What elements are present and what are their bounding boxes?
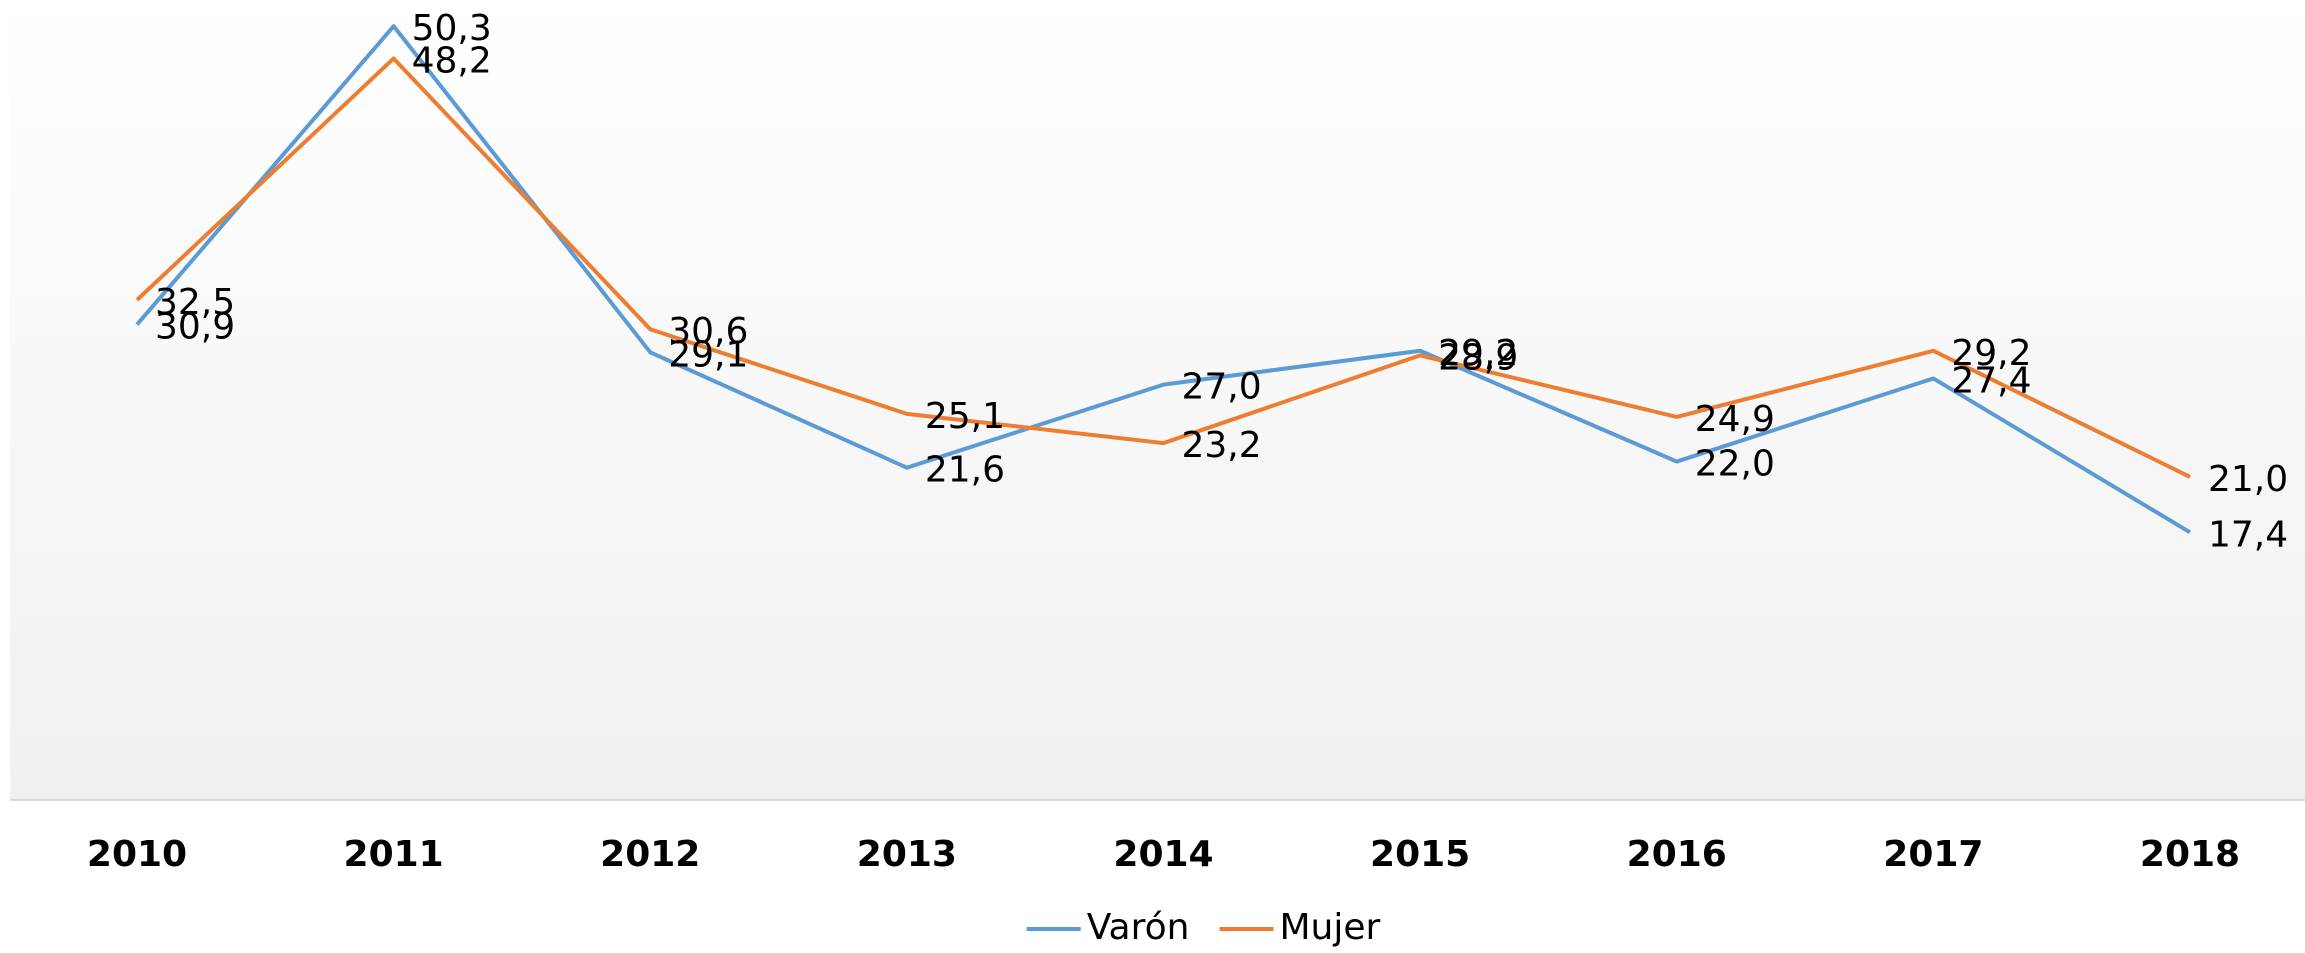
data-label: 27,4	[1951, 360, 2031, 401]
x-tick-label: 2018	[2140, 834, 2240, 875]
data-label: 21,6	[925, 450, 1005, 491]
x-tick-label: 2015	[1370, 834, 1470, 875]
data-label: 27,0	[1182, 367, 1262, 408]
data-label: 21,0	[2208, 459, 2288, 500]
data-label: 22,0	[1695, 444, 1775, 485]
data-label: 29,1	[668, 334, 748, 375]
legend-label: Varón	[1087, 907, 1190, 948]
data-label: 17,4	[2208, 514, 2288, 555]
x-tick-label: 2013	[857, 834, 957, 875]
data-label: 29,2	[1438, 333, 1518, 374]
x-tick-label: 2010	[87, 834, 187, 875]
x-tick-label: 2016	[1627, 834, 1727, 875]
series-line	[135, 24, 2192, 535]
series-line	[135, 56, 2191, 479]
data-label: 24,9	[1695, 399, 1775, 440]
plot-area	[10, 0, 2305, 800]
data-label: 30,9	[155, 307, 235, 348]
data-label: 30,6	[668, 311, 748, 352]
data-label: 48,2	[412, 40, 492, 81]
legend-label: Mujer	[1279, 907, 1380, 948]
data-label: 23,2	[1182, 425, 1262, 466]
data-label: 25,1	[925, 396, 1005, 437]
data-label: 28,9	[1438, 337, 1518, 378]
data-label: 32,5	[155, 282, 235, 323]
x-tick-label: 2014	[1113, 834, 1213, 875]
x-tick-label: 2012	[600, 834, 700, 875]
x-tick-label: 2011	[344, 834, 444, 875]
data-label: 29,2	[1951, 333, 2031, 374]
x-tick-label: 2017	[1883, 834, 1983, 875]
data-label: 50,3	[412, 8, 492, 49]
